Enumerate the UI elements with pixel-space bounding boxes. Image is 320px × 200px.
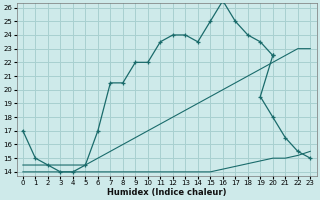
X-axis label: Humidex (Indice chaleur): Humidex (Indice chaleur): [107, 188, 226, 197]
